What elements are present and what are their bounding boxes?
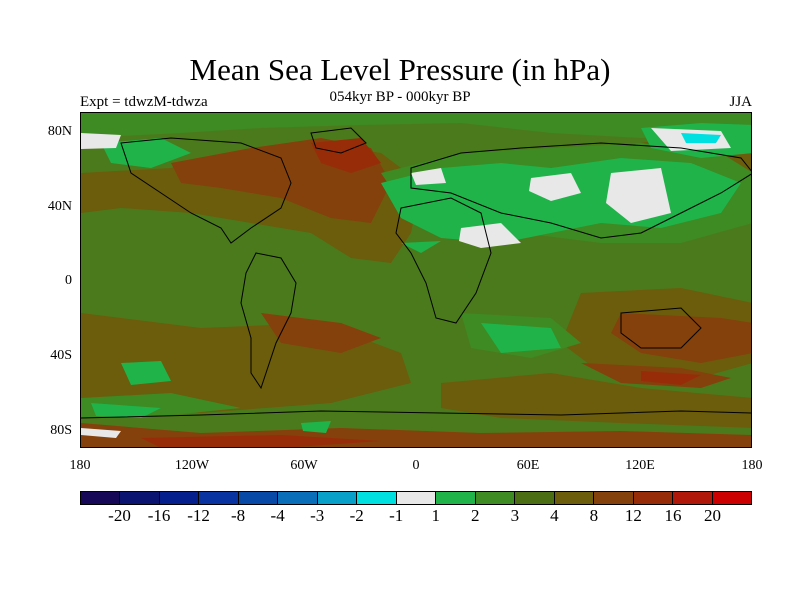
colorbar-box-1: [120, 492, 160, 504]
colorbar-box-15: [673, 492, 713, 504]
colorbar-label: -3: [310, 506, 325, 525]
lat-label-40n: 40N: [47, 199, 72, 214]
coastlines: [81, 127, 751, 419]
colorbar-box-12: [554, 492, 595, 504]
season-label: JJA: [729, 94, 752, 110]
colorbar-box-11: [515, 492, 555, 504]
colorbar-label: 12: [624, 506, 642, 525]
colorbar-label: 3: [510, 506, 520, 525]
colorbar-box-16: [712, 492, 751, 504]
contour-minus1-1: [81, 128, 731, 438]
lon-label-180w: 180: [69, 458, 91, 473]
lon-label-180e: 180: [741, 458, 763, 473]
colorbar-box-9: [436, 492, 476, 504]
colorbar-box-0: [81, 492, 121, 504]
colorbar-box-4: [238, 492, 279, 504]
lon-label-60e: 60E: [516, 458, 540, 473]
experiment-label: Expt = tdwzM-tdwza: [80, 94, 208, 110]
contour-minus2-minus1: [681, 133, 721, 143]
map-subtitle: 054kyr BP - 000kyr BP: [329, 89, 471, 105]
colorbar-label: 1: [431, 506, 441, 525]
colorbar-label: 16: [664, 506, 682, 525]
colorbar-label: 20: [703, 506, 721, 525]
colorbar-box-10: [475, 492, 516, 504]
colorbar-label: -8: [231, 506, 246, 525]
map-title: Mean Sea Level Pressure (in hPa): [189, 52, 611, 87]
lat-label-0: 0: [65, 273, 72, 288]
colorbar-box-3: [199, 492, 239, 504]
colorbar-box-7: [357, 492, 397, 504]
pressure-map: [80, 112, 752, 448]
lat-label-80n: 80N: [47, 124, 72, 139]
colorbar-label: 2: [471, 506, 480, 525]
contour-12-16: [141, 138, 701, 447]
lon-label-120e: 120E: [625, 458, 655, 473]
colorbar-label: -20: [108, 506, 131, 525]
colorbar-label: -4: [270, 506, 285, 525]
colorbar-label: -12: [187, 506, 210, 525]
lat-label-80s: 80S: [50, 423, 72, 438]
lon-label-0: 0: [412, 458, 420, 473]
colorbar-label: 8: [589, 506, 599, 525]
colorbar-box-14: [633, 492, 674, 504]
colorbar-label: -2: [349, 506, 364, 525]
colorbar-box-5: [278, 492, 318, 504]
colorbar-box-8: [396, 492, 437, 504]
colorbar-label: 4: [550, 506, 559, 525]
lat-label-40s: 40S: [50, 348, 72, 363]
colorbar-box-2: [159, 492, 200, 504]
colorbar-label: -16: [147, 506, 171, 525]
lon-label-120w: 120W: [174, 458, 210, 473]
colorbar-box-6: [317, 492, 358, 504]
colorbar: [80, 491, 752, 505]
lon-label-60w: 60W: [290, 458, 318, 473]
colorbar-label: -1: [389, 506, 404, 525]
colorbar-box-13: [594, 492, 634, 504]
map-canvas: [81, 113, 751, 447]
